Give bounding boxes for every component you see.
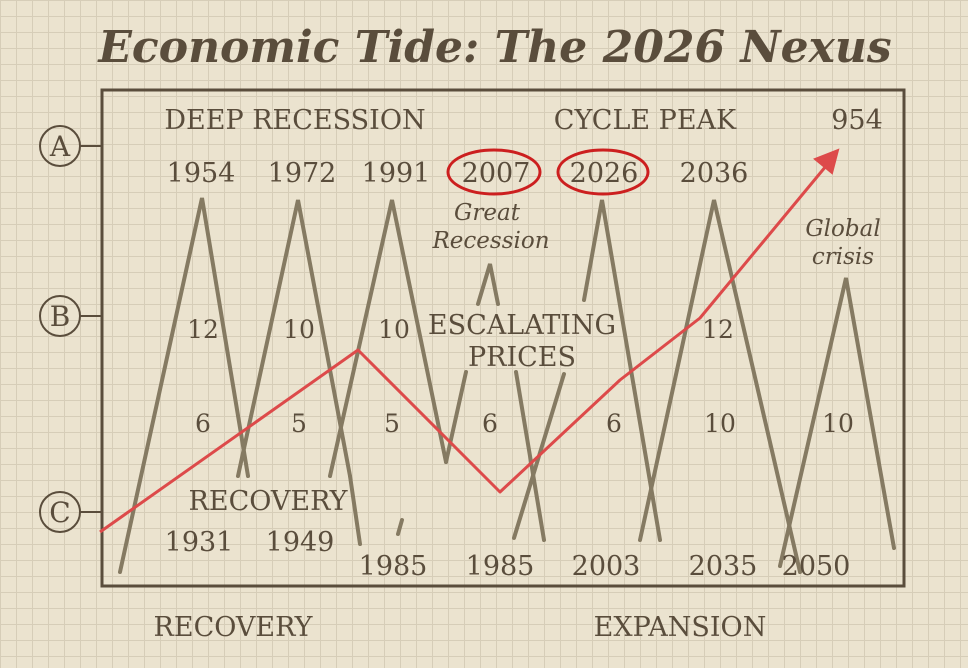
lower-value: 10 (704, 409, 736, 438)
lower-value: 5 (384, 409, 400, 438)
bottom-year: 1985 (359, 551, 428, 582)
middle-value: 10 (283, 315, 315, 344)
bottom-year: 2050 (782, 551, 851, 582)
middle-value: 12 (702, 315, 734, 344)
marker-b-label: B (50, 300, 71, 333)
middle-value: 10 (378, 315, 410, 344)
marker-c-label: C (49, 496, 70, 529)
label-recovery-inner: RECOVERY (189, 486, 349, 517)
marker-c: C (39, 491, 102, 533)
label-escalating-line1: ESCALATING (428, 310, 616, 341)
cycle-tick-1985 (348, 474, 362, 546)
bottom-year: 1949 (266, 527, 335, 558)
top-year: 1991 (362, 158, 431, 189)
top-year: 2036 (680, 158, 749, 189)
bottom-year: 2035 (689, 551, 758, 582)
label-great-recession-line1: Great (454, 200, 521, 226)
label-escalating-line2: PRICES (468, 342, 576, 373)
top-year: 1972 (268, 158, 337, 189)
label-top-right-value: 954 (831, 105, 883, 136)
cycle-line-1954 (118, 197, 250, 574)
top-year: 1954 (167, 158, 236, 189)
label-great-recession-line2: Recession (431, 228, 549, 254)
bottom-year: 2003 (572, 551, 641, 582)
highlight-circle-2007 (446, 148, 542, 196)
label-recovery-bottom: RECOVERY (154, 612, 314, 643)
lower-value: 6 (195, 409, 211, 438)
lower-value: 6 (482, 409, 498, 438)
label-expansion-bottom: EXPANSION (594, 612, 767, 643)
bottom-year: 1931 (165, 527, 234, 558)
marker-a: A (39, 125, 102, 167)
lower-value: 10 (822, 409, 854, 438)
label-global-crisis-line1: Global (805, 216, 880, 242)
diagram-title: Economic Tide: The 2026 Nexus (96, 22, 891, 73)
highlight-circle-2026 (556, 148, 650, 196)
label-cycle-peak: CYCLE PEAK (554, 105, 737, 136)
cycle-line-2036 (638, 199, 802, 574)
cycle-line-2007-peak (476, 263, 500, 306)
trend-arrow-icon (813, 148, 840, 175)
label-global-crisis-line2: crisis (812, 244, 874, 270)
middle-value: 12 (187, 315, 219, 344)
trend-line (99, 148, 840, 534)
bottom-year: 1985 (466, 551, 535, 582)
marker-a-label: A (49, 130, 71, 163)
lower-value: 5 (291, 409, 307, 438)
top-year: 2007 (462, 158, 531, 189)
top-year: 2026 (570, 158, 639, 189)
marker-b: B (39, 295, 102, 337)
cycle-line-1991 (328, 199, 448, 478)
diagram-frame (100, 88, 906, 588)
cycle-line-1985-right (514, 370, 546, 542)
cycle-line-2007 (444, 370, 468, 464)
cycle-lines (118, 197, 896, 574)
cycle-tick-small (396, 518, 404, 536)
label-deep-recession: DEEP RECESSION (164, 105, 425, 136)
cycle-line-2026-peak (582, 199, 662, 542)
cycle-line-crisis (778, 277, 896, 568)
cycle-line-1972 (236, 199, 352, 478)
lower-value: 6 (606, 409, 622, 438)
